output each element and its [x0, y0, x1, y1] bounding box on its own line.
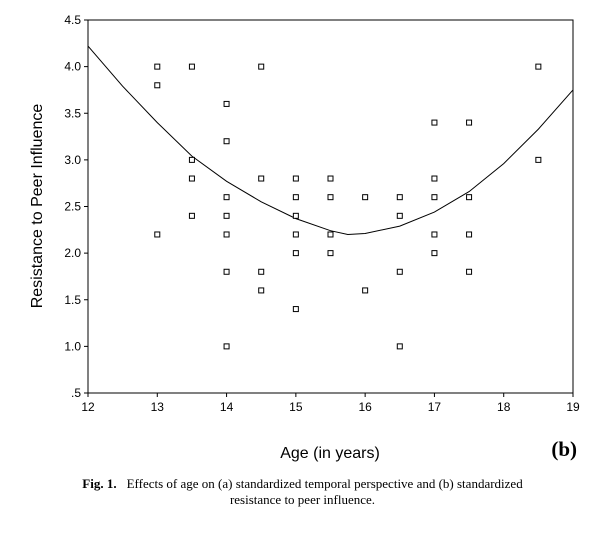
- data-point: [292, 212, 299, 219]
- data-point: [188, 212, 195, 219]
- data-point: [188, 63, 195, 70]
- data-points: [154, 63, 542, 350]
- data-point: [362, 287, 369, 294]
- data-point: [396, 268, 403, 275]
- data-point: [396, 194, 403, 201]
- data-point: [396, 343, 403, 350]
- data-point: [188, 156, 195, 163]
- x-tick-label: 16: [358, 400, 372, 414]
- data-point: [223, 268, 230, 275]
- x-tick-label: 13: [151, 400, 165, 414]
- data-point: [188, 175, 195, 182]
- y-tick-label: 2.5: [64, 200, 81, 214]
- caption-line-1: Effects of age on (a) standardized tempo…: [126, 476, 523, 491]
- data-point: [327, 250, 334, 257]
- data-point: [362, 194, 369, 201]
- data-point: [327, 231, 334, 238]
- data-point: [258, 268, 265, 275]
- y-tick-label: .5: [71, 386, 81, 400]
- y-tick-label: 1.5: [64, 293, 81, 307]
- data-point: [258, 175, 265, 182]
- y-axis-label: Resistance to Peer Influence: [29, 104, 46, 309]
- data-point: [154, 231, 161, 238]
- data-point: [466, 231, 473, 238]
- figure-caption: Fig. 1. Effects of age on (a) standardize…: [20, 476, 585, 508]
- panel-label: (b): [551, 437, 577, 461]
- data-point: [223, 138, 230, 145]
- data-point: [466, 194, 473, 201]
- x-axis-label: Age (in years): [280, 445, 380, 462]
- data-point: [258, 63, 265, 70]
- caption-line-2: resistance to peer influence.: [229, 492, 376, 507]
- y-tick-label: 1.0: [64, 339, 81, 353]
- data-point: [292, 231, 299, 238]
- y-tick-label: 4.0: [64, 60, 81, 74]
- plot-frame: [87, 19, 574, 394]
- y-tick-label: 4.5: [64, 13, 81, 27]
- x-tick-label: 17: [428, 400, 442, 414]
- data-point: [154, 63, 161, 70]
- x-tick-label: 19: [566, 400, 580, 414]
- data-point: [431, 175, 438, 182]
- data-point: [431, 231, 438, 238]
- y-tick-label: 3.0: [64, 153, 81, 167]
- data-point: [466, 268, 473, 275]
- quadratic-fit-line: [87, 45, 574, 236]
- data-point: [292, 194, 299, 201]
- data-point: [223, 194, 230, 201]
- data-point: [223, 100, 230, 107]
- data-point: [223, 212, 230, 219]
- x-tick-label: 14: [220, 400, 234, 414]
- figure-number: Fig. 1.: [82, 476, 117, 491]
- y-axis-ticks: .5 1.0 1.5 2.0 2.5 3.0 3.5 4.0 4.5: [64, 13, 88, 400]
- data-point: [258, 287, 265, 294]
- data-point: [431, 250, 438, 257]
- x-tick-label: 18: [497, 400, 511, 414]
- data-point: [535, 156, 542, 163]
- x-tick-label: 12: [81, 400, 95, 414]
- y-tick-label: 2.0: [64, 246, 81, 260]
- data-point: [431, 194, 438, 201]
- data-point: [327, 194, 334, 201]
- data-point: [223, 343, 230, 350]
- data-point: [466, 119, 473, 126]
- data-point: [327, 175, 334, 182]
- x-tick-label: 15: [289, 400, 303, 414]
- data-point: [396, 212, 403, 219]
- data-point: [535, 63, 542, 70]
- y-tick-label: 3.5: [64, 106, 81, 120]
- x-axis-ticks: 12 13 14 15 16 17 18 19: [81, 393, 580, 414]
- data-point: [154, 82, 161, 89]
- data-point: [292, 250, 299, 257]
- data-point: [223, 231, 230, 238]
- data-point: [431, 119, 438, 126]
- data-point: [292, 306, 299, 313]
- data-point: [292, 175, 299, 182]
